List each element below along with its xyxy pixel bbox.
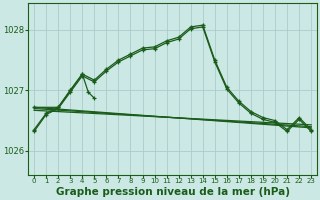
X-axis label: Graphe pression niveau de la mer (hPa): Graphe pression niveau de la mer (hPa) [56, 187, 290, 197]
